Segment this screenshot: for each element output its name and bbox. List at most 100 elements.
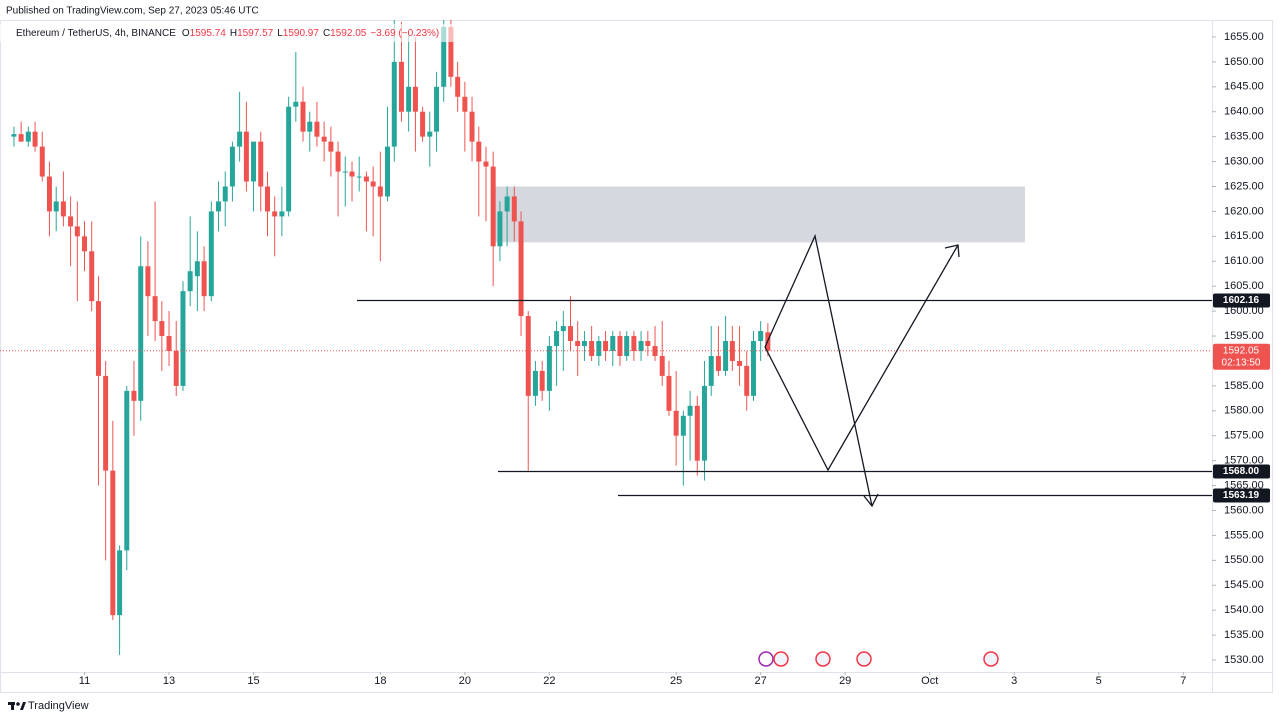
candle-body [511,196,517,222]
candle-body [222,186,228,202]
legend: Ethereum / TetherUS, 4h, BINANCE O1595.74… [16,28,439,39]
event-icons [758,651,999,667]
candle-body [363,176,369,182]
x-tick-label: 5 [1096,675,1102,687]
candle-body [483,161,489,167]
candle-body [659,355,665,376]
logo [8,702,26,710]
y-tick-label: 1625.00 [1224,180,1264,192]
y-tick-label: 1550.00 [1224,554,1264,566]
candle-body [39,146,45,177]
y-tick-label: 1610.00 [1224,255,1264,267]
candle-body [525,316,531,396]
candle-body [173,350,179,386]
brand: TradingView [28,700,89,712]
candle-body [412,86,418,112]
x-tick-label: 20 [459,675,471,687]
scenario-arrow [764,233,873,507]
candle-body [18,134,24,142]
candle-body [95,301,101,376]
y-tick-label: 1540.00 [1224,604,1264,616]
candle-body [398,61,404,112]
y-tick-label: 1545.00 [1224,579,1264,591]
y-tick-label: 1530.00 [1224,654,1264,666]
ohlc-key: C [323,28,330,39]
candle-body [328,141,334,152]
candle-body [737,360,743,366]
x-tick-label: 29 [839,675,851,687]
ohlc-key: H [230,28,237,39]
candle-body [631,336,637,351]
candle-body [300,101,306,132]
ohlc-value: 1597.57 [237,28,274,39]
candle-body [504,196,510,212]
candle-body [687,405,693,416]
candle-body [314,121,320,137]
arrow-head [863,493,879,508]
y-tick-label: 1555.00 [1224,529,1264,541]
candle-body [744,365,750,396]
plot-area [0,20,1212,656]
level-label-box [1213,293,1270,308]
level-label-box [1213,488,1270,503]
candle-body [723,341,729,371]
candle-body [546,346,552,391]
x-tick-label: 3 [1011,675,1017,687]
scenario-arrow [764,244,959,472]
candle-body [11,134,17,137]
candle-body [89,251,95,302]
candle-body [589,341,595,356]
countdown-label: 02:13:50 [1222,357,1261,368]
candle-body [455,76,461,97]
ohlc-value: 1590.97 [283,28,320,39]
chart-title: Ethereum / TetherUS, 4h, BINANCE [16,28,176,39]
level-label: 1602.16 [1223,295,1260,306]
candle-body [293,101,299,107]
published-note: Published on TradingView.com, Sep 27, 20… [6,6,259,17]
candle-body [229,146,235,187]
candle-body [335,151,341,172]
last-price-label: 1592.05 [1223,345,1260,356]
candle-body [610,336,616,351]
candle-body [342,171,348,173]
candle-body [208,211,214,297]
candle-body [539,370,545,391]
candle-body [427,131,433,137]
candle-body [560,326,566,332]
candle-body [462,96,468,112]
candle-body [180,291,186,386]
y-tick-label: 1535.00 [1224,629,1264,641]
candle-body [701,385,707,461]
candle-body [279,211,285,217]
x-tick-label: 27 [755,675,767,687]
y-tick-label: 1595.00 [1224,330,1264,342]
ohlc-value: 1592.05 [330,28,367,39]
x-tick-label: 18 [374,675,386,687]
candle-body [46,176,52,212]
candle-body [201,261,207,297]
drawings [357,233,1212,508]
candle-body [645,341,651,346]
candle-body [60,201,66,217]
x-tick-label: 22 [543,675,555,687]
candle-body [441,26,447,87]
candle-body [370,181,376,187]
y-tick-label: 1560.00 [1224,504,1264,516]
candle-body [103,375,109,471]
candle-body [603,341,609,351]
candle-body [596,341,602,356]
candle-body [159,321,165,337]
y-tick-label: 1580.00 [1224,405,1264,417]
candle-body [666,375,672,411]
candle-body [265,186,271,212]
candle-body [307,121,313,132]
last-price-box [1213,343,1270,370]
ohlc-key: L [277,28,283,39]
logo-part [20,702,26,710]
candle-body [554,331,560,346]
y-tick-label: 1575.00 [1224,430,1264,442]
candle-body [194,261,200,277]
candle-body [750,341,756,396]
candle-body [469,111,475,142]
